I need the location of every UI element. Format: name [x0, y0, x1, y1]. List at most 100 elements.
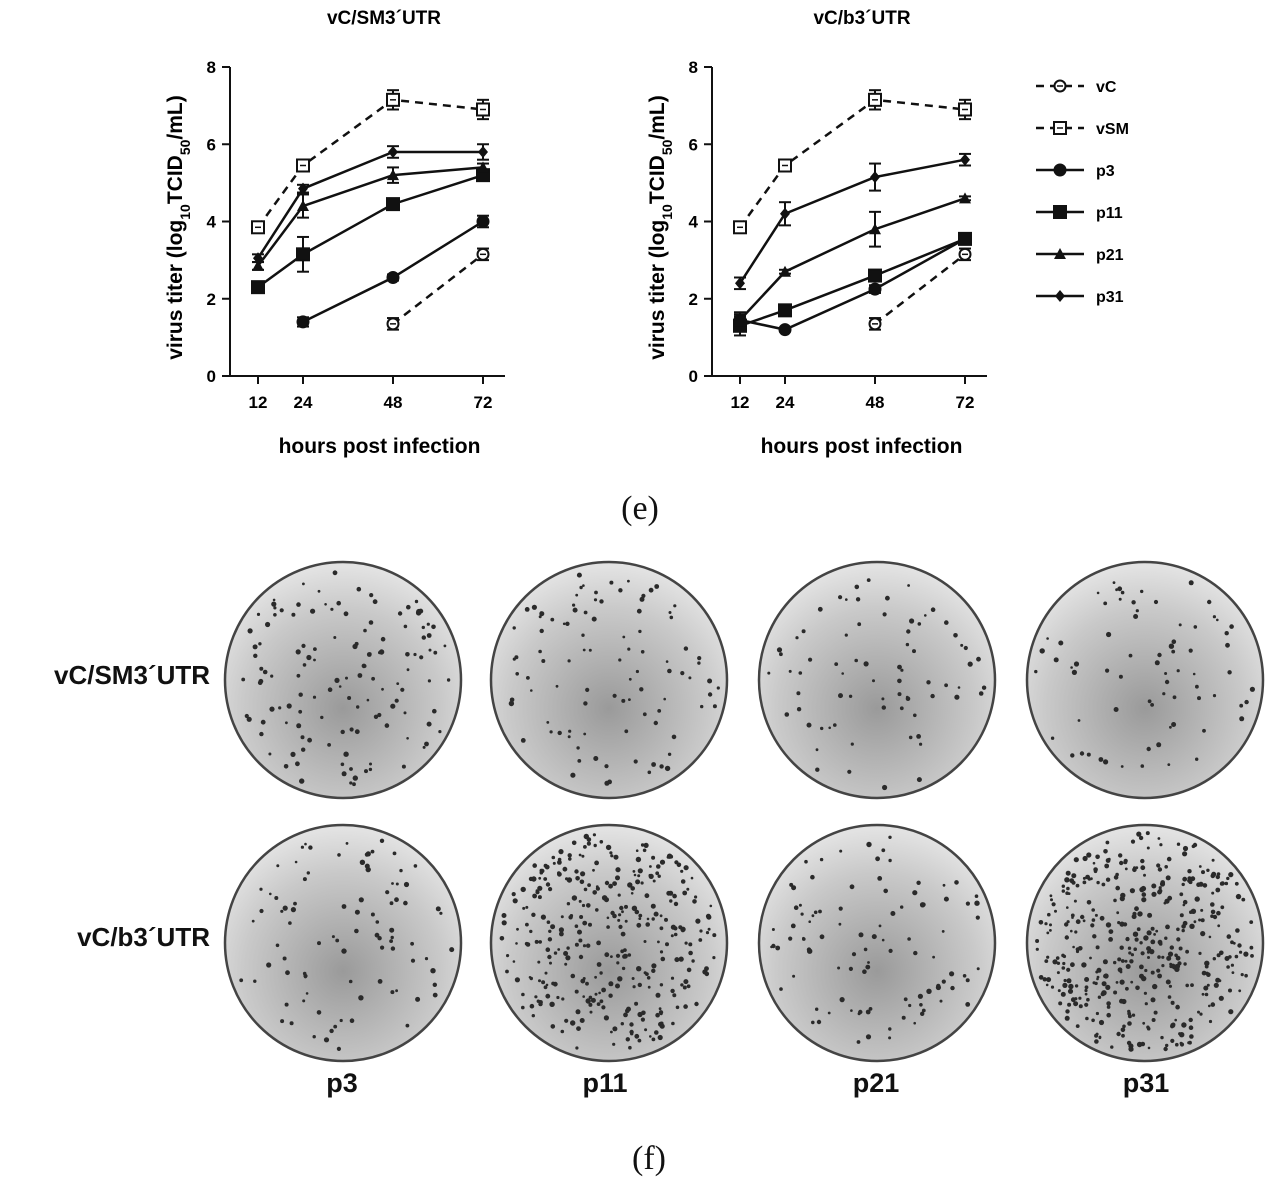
plaque — [426, 633, 432, 638]
plaque — [582, 995, 585, 998]
plaque — [851, 952, 857, 957]
plaque — [364, 769, 368, 774]
data-point — [252, 259, 264, 271]
plaque — [295, 649, 301, 655]
y-tick-label: 0 — [689, 367, 698, 386]
plaque — [556, 995, 560, 1000]
plaque — [908, 735, 913, 740]
plaque — [313, 658, 316, 662]
plaque — [622, 953, 628, 959]
data-point — [476, 215, 490, 228]
plaque — [656, 864, 661, 869]
plaque — [349, 727, 354, 732]
plaque — [594, 992, 598, 996]
plaque — [1087, 877, 1091, 881]
plaque — [897, 664, 902, 670]
plaque — [858, 1009, 863, 1015]
plaque — [390, 703, 396, 709]
plaque — [595, 908, 599, 912]
plaque — [1077, 719, 1081, 722]
plaque — [438, 730, 442, 734]
plaque — [270, 674, 274, 678]
plaque — [653, 911, 659, 917]
plaque — [637, 982, 642, 988]
plaque — [1046, 977, 1052, 983]
plaque — [1197, 1010, 1200, 1014]
plaque — [332, 570, 338, 576]
plaque — [1249, 686, 1255, 692]
plaque — [1179, 892, 1184, 897]
plaque — [1091, 918, 1096, 922]
plaque — [1216, 618, 1219, 622]
plaque — [1134, 906, 1139, 912]
plaque — [302, 999, 306, 1003]
plaque — [426, 622, 430, 626]
plaque — [578, 954, 584, 960]
plaque — [1161, 964, 1165, 968]
plaque — [1082, 880, 1087, 885]
plaque — [548, 929, 552, 933]
plaque — [578, 853, 582, 857]
plaque — [443, 644, 447, 648]
plaque — [1044, 959, 1049, 963]
plaque — [1212, 914, 1218, 920]
plaque — [1200, 918, 1205, 923]
plaque — [335, 938, 340, 943]
series-p21 — [734, 192, 971, 327]
x-axis-title: hours post infection — [761, 435, 963, 458]
plaque — [599, 599, 604, 604]
plaque — [1231, 971, 1235, 974]
plaque — [1181, 928, 1185, 933]
plaque — [628, 1045, 632, 1050]
plaque — [259, 731, 264, 737]
plaque — [660, 956, 666, 962]
y-axis-title-part: virus titer (log — [164, 220, 187, 360]
plaque — [1101, 981, 1107, 987]
plaque — [1158, 886, 1162, 890]
plaque — [1117, 967, 1123, 973]
plaque — [610, 1030, 613, 1034]
plaque — [659, 764, 664, 769]
plaque — [1179, 1042, 1185, 1047]
plaque — [1118, 674, 1123, 679]
plaque — [1096, 977, 1099, 981]
plaque — [562, 622, 566, 626]
plaque — [406, 668, 410, 672]
plaque — [1135, 609, 1139, 613]
plaque — [897, 692, 902, 697]
plaque — [333, 1024, 338, 1029]
plaque — [1095, 854, 1100, 860]
plaque — [617, 918, 621, 922]
plaque — [954, 880, 959, 885]
plaque — [839, 997, 845, 1003]
plaque — [1189, 910, 1193, 914]
plaque — [327, 743, 331, 747]
plaque — [406, 737, 409, 740]
plaque — [359, 859, 366, 865]
plaque — [790, 923, 796, 929]
plaque — [1188, 1025, 1194, 1030]
plaque — [1080, 914, 1085, 920]
legend-marker — [1053, 205, 1067, 219]
plaque — [265, 621, 271, 628]
plaque — [583, 701, 588, 706]
plaque — [1045, 983, 1049, 987]
plaque — [1086, 900, 1092, 905]
plaque — [1106, 631, 1112, 638]
plaque — [532, 863, 537, 868]
plaque — [343, 751, 349, 757]
plaque — [310, 608, 316, 614]
plaque — [435, 906, 441, 912]
plaque — [1178, 946, 1183, 951]
plaque — [655, 1012, 660, 1018]
plaque — [775, 945, 781, 951]
plaque — [566, 877, 573, 883]
plaque — [621, 966, 626, 971]
plaque — [603, 1015, 609, 1021]
plaque — [1139, 941, 1143, 945]
plaque — [354, 729, 360, 735]
plaque — [1082, 919, 1086, 923]
plaque — [838, 906, 843, 911]
plaque — [1131, 600, 1136, 605]
plaque — [390, 990, 395, 995]
